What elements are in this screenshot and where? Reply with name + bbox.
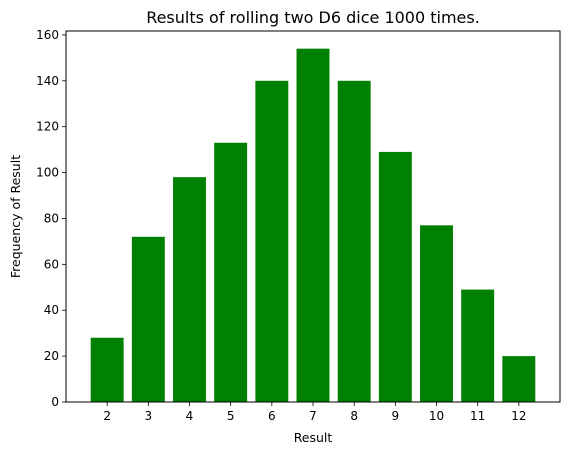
y-tick-label: 120 [36,120,59,134]
y-tick-label: 100 [36,166,59,180]
x-ticks-group: 2 3 4 5 6 7 8 9 10 11 12 [103,402,526,423]
y-tick-label: 80 [44,211,59,225]
x-tick-label: 4 [186,409,194,423]
y-tick-label: 20 [44,349,59,363]
x-tick-label: 7 [309,409,317,423]
x-tick-label: 12 [511,409,526,423]
y-tick-label: 60 [44,257,59,271]
bar-6 [255,81,288,402]
y-tick-label: 0 [51,395,59,409]
bars-group [91,49,536,402]
x-tick-label: 11 [470,409,485,423]
bar-8 [338,81,371,402]
x-axis-label: Result [294,430,333,445]
bar-2 [91,338,124,402]
x-tick-label: 9 [392,409,400,423]
bar-10 [420,225,453,402]
bar-9 [379,152,412,402]
y-axis-label: Frequency of Result [8,155,23,278]
y-tick-label: 40 [44,303,59,317]
bar-3 [132,237,165,402]
bar-4 [173,177,206,402]
bar-7 [297,49,330,402]
y-tick-label: 140 [36,74,59,88]
x-tick-label: 6 [268,409,276,423]
x-tick-label: 8 [350,409,358,423]
bar-11 [461,290,494,402]
bar-5 [214,143,247,402]
bar-12 [502,356,535,402]
y-ticks-group: 0 20 40 60 80 100 120 140 160 [36,28,66,409]
x-tick-label: 2 [103,409,111,423]
x-tick-label: 5 [227,409,235,423]
y-tick-label: 160 [36,28,59,42]
chart-title: Results of rolling two D6 dice 1000 time… [146,8,480,27]
x-tick-label: 3 [145,409,153,423]
x-tick-label: 10 [429,409,444,423]
